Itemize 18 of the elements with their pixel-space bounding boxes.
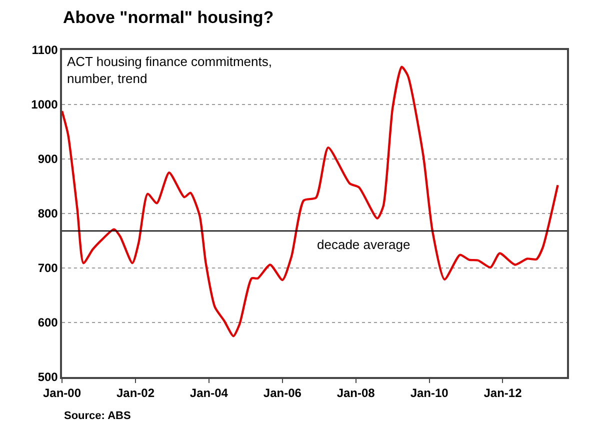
y-tick-label: 1000 — [31, 98, 58, 112]
x-tick-label: Jan-06 — [263, 386, 302, 400]
chart-title: Above "normal" housing? — [63, 8, 274, 27]
source-note: Source: ABS — [64, 410, 131, 422]
y-tick-label: 800 — [38, 206, 58, 221]
x-tick-label: Jan-10 — [410, 386, 449, 400]
y-tick-label: 1100 — [32, 43, 58, 58]
x-tick-label: Jan-08 — [336, 386, 376, 400]
x-tick-label: Jan-00 — [42, 386, 82, 400]
y-tick-label: 900 — [38, 152, 58, 166]
x-tick-label: Jan-02 — [116, 386, 155, 400]
y-tick-label: 600 — [38, 316, 58, 330]
annotation: ACT housing finance commitments, number, trend — [67, 54, 272, 86]
y-tick-label: 700 — [38, 261, 58, 276]
x-tick-label: Jan-12 — [484, 386, 522, 400]
y-tick-label: 500 — [38, 370, 58, 384]
x-tick-label: Jan-04 — [190, 386, 228, 400]
ref-line-label: decade average — [317, 237, 410, 252]
